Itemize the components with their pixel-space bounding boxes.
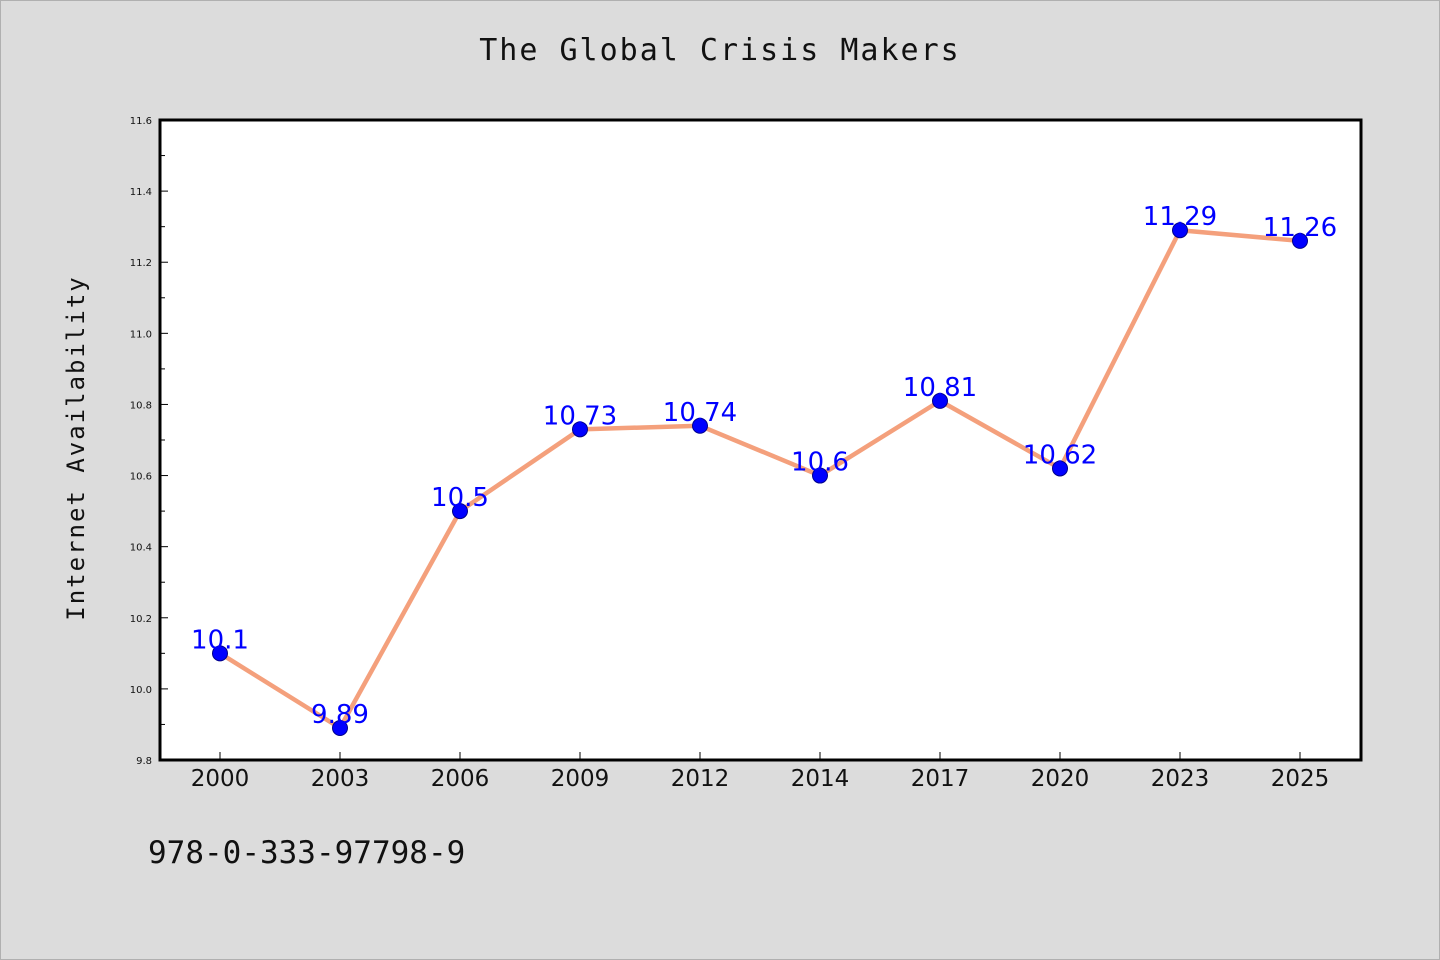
x-tick-label: 2020	[1031, 766, 1090, 792]
x-tick-label: 2009	[551, 766, 610, 792]
x-axis: 2000 2003 2006 2009 2012 2014 2017 2020 2023 2025	[191, 752, 1330, 792]
data-point	[1052, 460, 1068, 477]
data-label: 11.26	[1263, 213, 1337, 243]
data-point	[1292, 232, 1308, 249]
data-point	[332, 720, 348, 736]
y-axis: 9.8 10.0 10.2 10.4 10.6 10.8 11.0 11.2 11.4 11.6	[130, 116, 168, 767]
data-label: 10.81	[903, 373, 977, 403]
data-labels: 10.1 9.89 10.5 10.73 10.74 10.6 10.81 10.62 11.2…	[191, 202, 1337, 730]
y-tick-label: 11.4	[130, 187, 152, 198]
x-tick-label: 2014	[791, 766, 850, 792]
y-tick-label: 11.6	[130, 116, 152, 127]
series-line	[218, 227, 1301, 731]
data-point	[212, 645, 228, 662]
data-point	[452, 503, 468, 520]
data-point	[812, 467, 828, 484]
y-tick-label: 11.0	[130, 329, 152, 340]
series-markers	[212, 222, 1308, 736]
y-tick-label: 9.8	[136, 756, 152, 767]
data-label: 10.73	[543, 401, 617, 431]
x-tick-label: 2000	[191, 766, 250, 792]
x-tick-label: 2023	[1151, 766, 1210, 792]
x-tick-label: 2012	[671, 766, 730, 792]
data-point	[932, 392, 948, 409]
y-tick-label: 10.4	[130, 543, 152, 554]
y-tick-label: 10.8	[130, 400, 152, 411]
x-tick-label: 2017	[911, 766, 970, 792]
y-tick-label: 10.0	[130, 685, 152, 696]
data-point	[572, 421, 588, 438]
data-point	[692, 417, 708, 434]
data-point	[1172, 222, 1188, 239]
data-label: 11.29	[1143, 202, 1217, 232]
x-tick-label: 2006	[431, 766, 490, 792]
data-label: 9.89	[311, 700, 369, 730]
y-tick-label: 11.2	[130, 258, 152, 269]
plot-area	[158, 118, 1363, 762]
data-label: 10.62	[1023, 440, 1097, 470]
isbn-code: 978-0-333-97798-9	[148, 835, 466, 871]
x-tick-label: 2003	[311, 766, 370, 792]
data-label: 10.5	[431, 483, 489, 513]
data-label: 10.74	[663, 398, 737, 428]
chart-title: The Global Crisis Makers	[479, 33, 961, 68]
x-tick-label: 2025	[1271, 766, 1330, 792]
data-label: 10.6	[791, 448, 849, 478]
data-label: 10.1	[191, 625, 249, 655]
y-tick-label: 10.2	[130, 614, 152, 625]
y-tick-label: 10.6	[130, 472, 152, 483]
